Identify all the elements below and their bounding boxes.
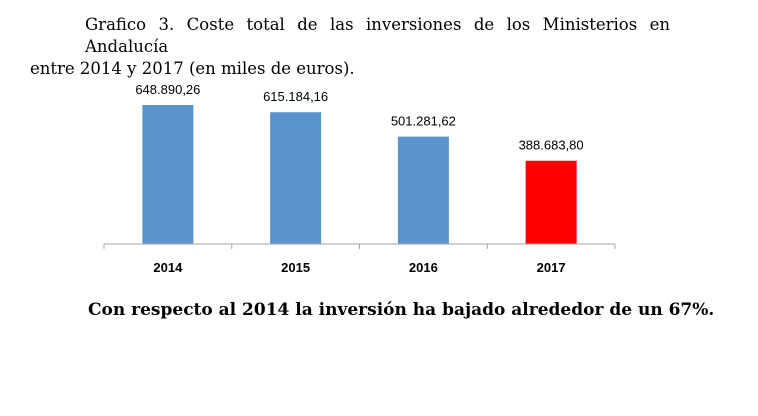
category-label-2016: 2016: [409, 260, 438, 275]
data-label-2017: 388.683,80: [519, 138, 584, 153]
x-axis-ticks: [103, 244, 616, 249]
category-label-2017: 2017: [537, 260, 566, 275]
data-labels-layer: 648.890,26 615.184,16 501.281,62 388.683,80: [135, 82, 583, 153]
caption-line-1: Grafico 3. Coste total de las inversione…: [85, 15, 670, 56]
category-labels-layer: 2014 2015 2016 2017: [153, 260, 565, 275]
category-label-2015: 2015: [281, 260, 310, 275]
bar-2015: [270, 112, 322, 244]
category-label-2014: 2014: [153, 260, 183, 275]
bar-2017: [525, 160, 577, 244]
data-label-2014: 648.890,26: [135, 82, 200, 97]
bar-chart: 648.890,26 615.184,16 501.281,62 388.683,80…: [103, 82, 616, 275]
chart-caption: Grafico 3. Coste total de las inversione…: [30, 14, 670, 80]
bars-layer: [142, 105, 577, 244]
caption-line-2: entre 2014 y 2017 (en miles de euros).: [30, 59, 355, 78]
data-label-2016: 501.281,62: [391, 114, 456, 129]
data-label-2015: 615.184,16: [263, 89, 328, 104]
bar-2014: [142, 105, 194, 244]
bar-2016: [397, 136, 449, 244]
conclusion-note: Con respecto al 2014 la inversión ha baj…: [88, 300, 715, 320]
